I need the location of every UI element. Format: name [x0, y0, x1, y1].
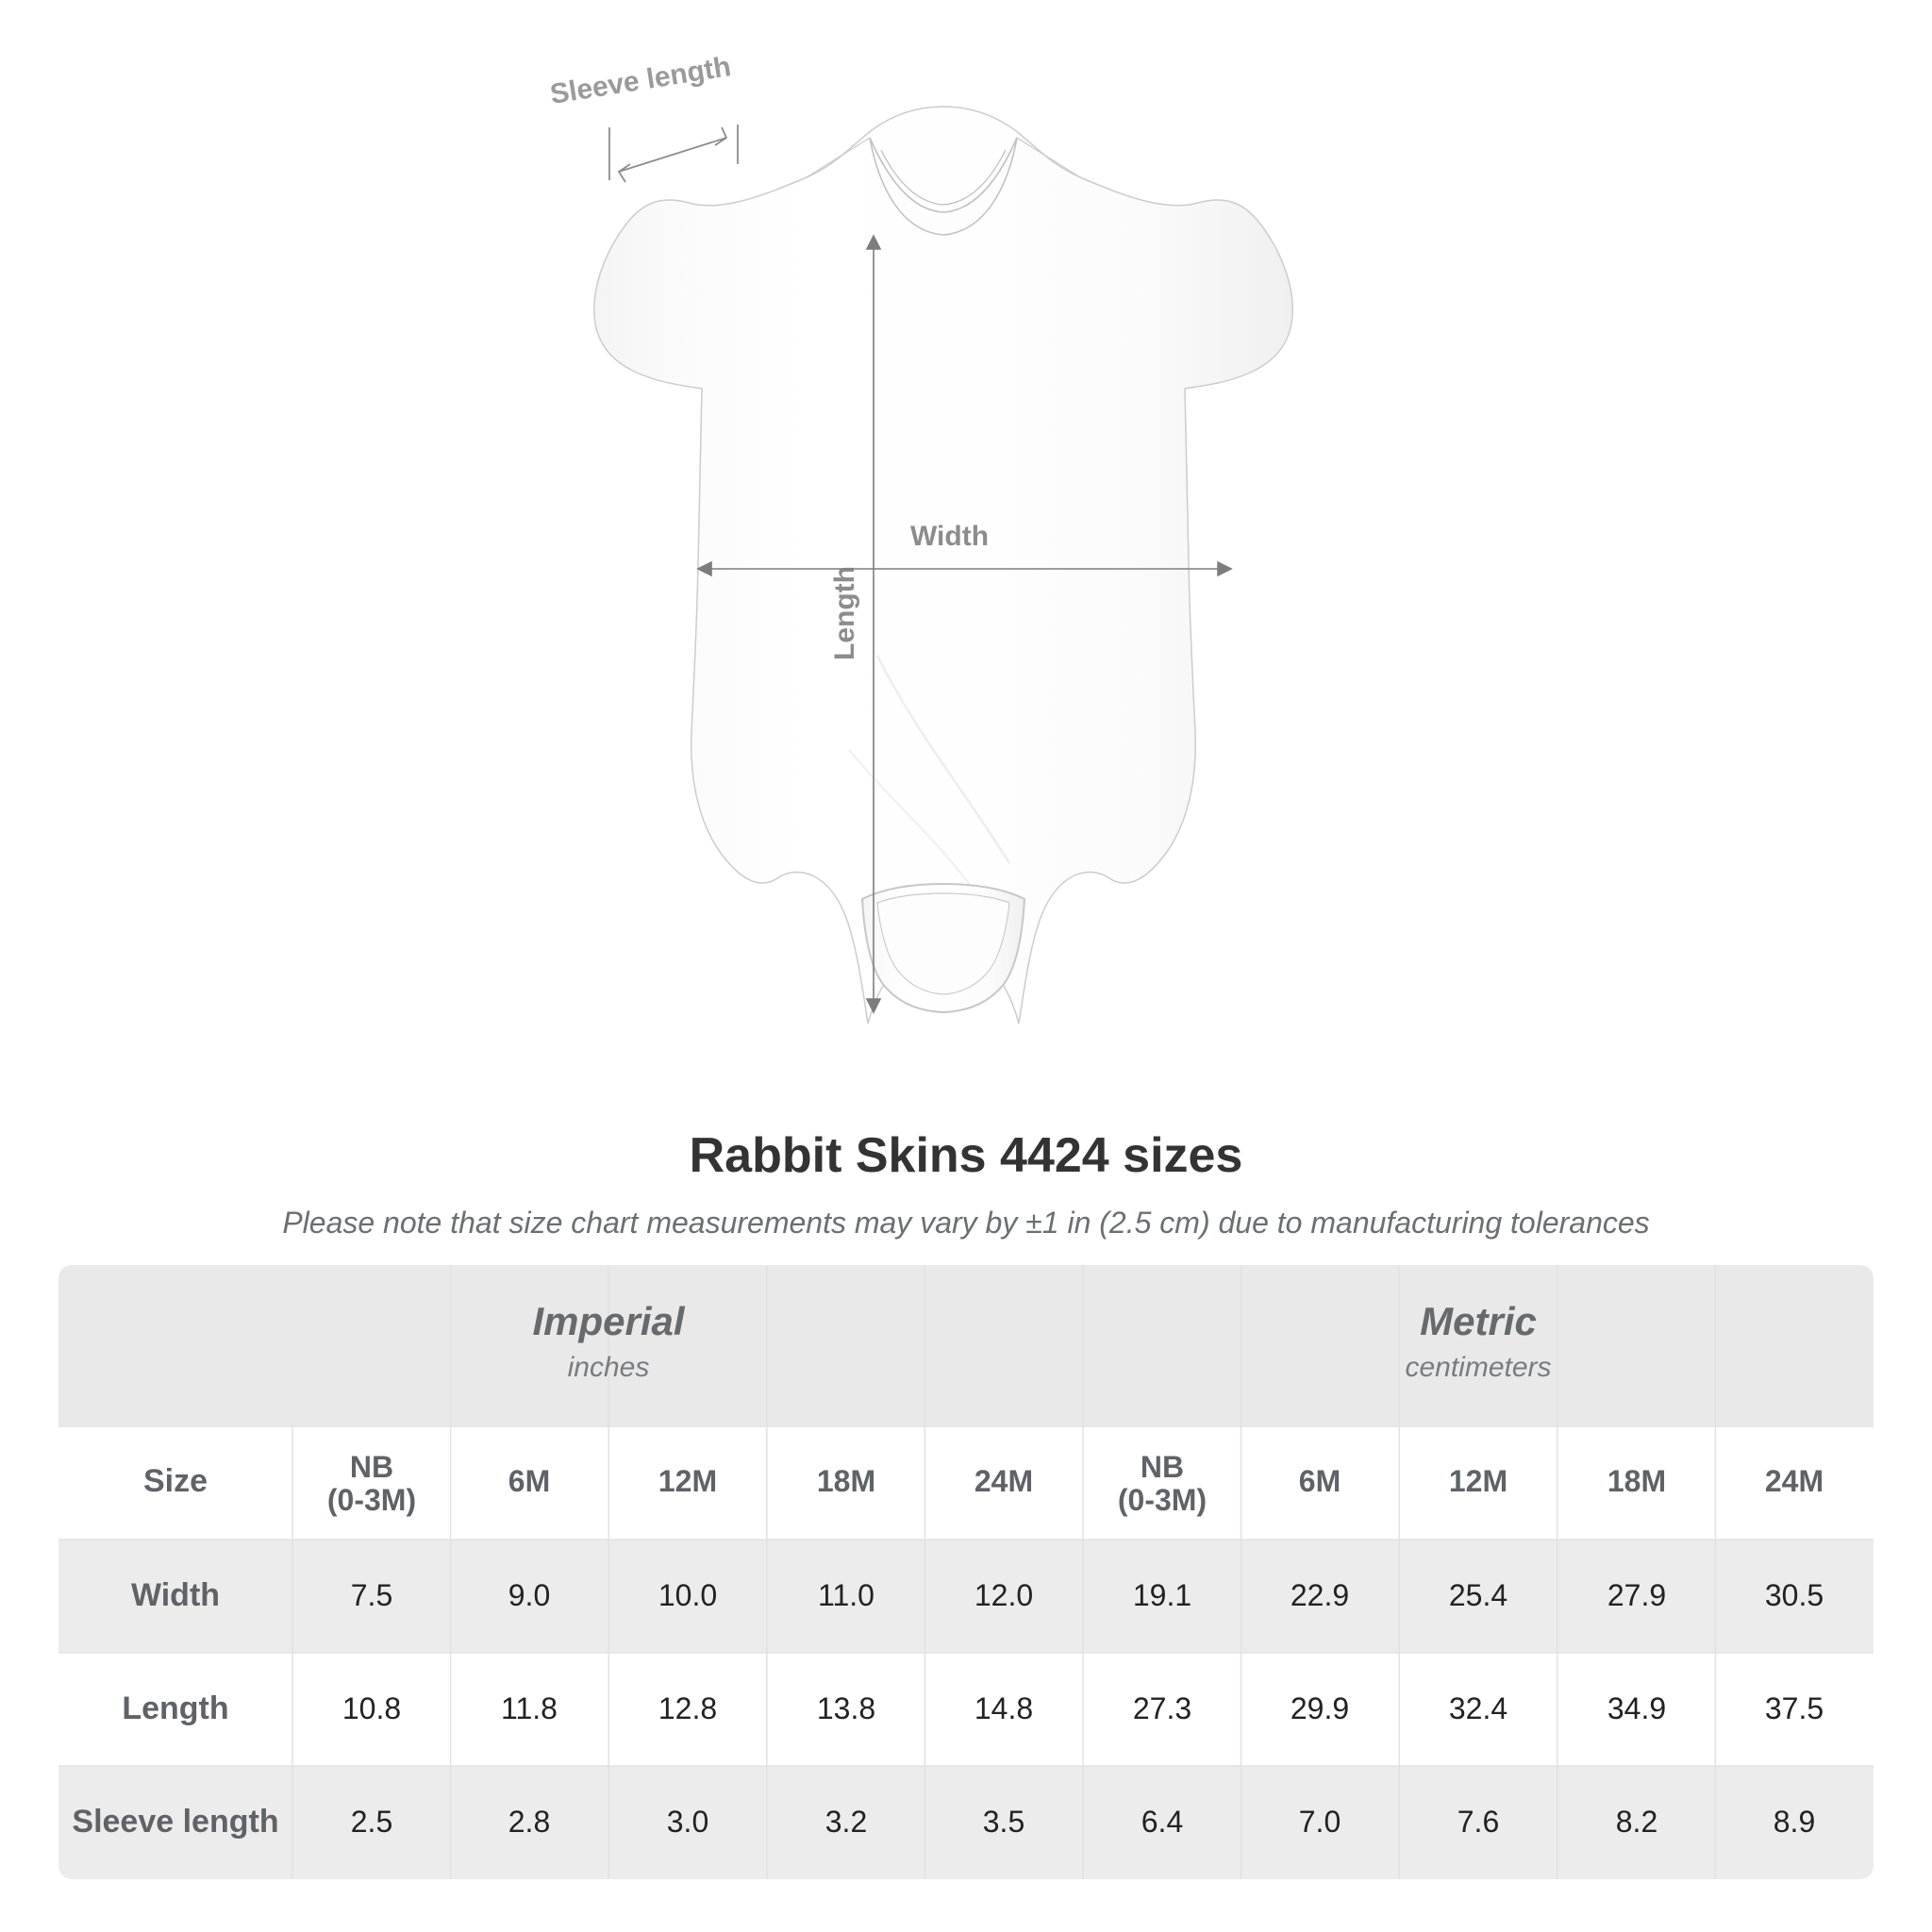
svg-text:9.0: 9.0 [508, 1578, 550, 1612]
svg-text:Sleeve length: Sleeve length [548, 51, 733, 110]
svg-text:Imperial: Imperial [532, 1299, 685, 1343]
svg-text:NB: NB [1141, 1450, 1184, 1484]
svg-text:22.9: 22.9 [1291, 1578, 1349, 1612]
svg-text:Width: Width [131, 1577, 220, 1613]
svg-text:Sleeve length: Sleeve length [72, 1804, 278, 1840]
svg-text:24M: 24M [974, 1464, 1033, 1498]
svg-text:Metric: Metric [1420, 1299, 1537, 1343]
svg-text:10.8: 10.8 [342, 1691, 401, 1725]
svg-text:7.5: 7.5 [351, 1578, 392, 1612]
svg-text:3.0: 3.0 [667, 1805, 708, 1839]
svg-text:3.5: 3.5 [983, 1805, 1024, 1839]
svg-text:inches: inches [568, 1352, 650, 1383]
svg-text:24M: 24M [1765, 1464, 1824, 1498]
svg-text:(0-3M): (0-3M) [327, 1483, 416, 1517]
svg-text:Length: Length [829, 566, 860, 660]
svg-text:6M: 6M [1299, 1464, 1341, 1498]
svg-text:18M: 18M [1607, 1464, 1666, 1498]
svg-text:NB: NB [350, 1450, 393, 1484]
svg-text:13.8: 13.8 [817, 1691, 875, 1725]
svg-text:(0-3M): (0-3M) [1118, 1483, 1207, 1517]
svg-text:Size: Size [143, 1463, 208, 1499]
svg-text:centimeters: centimeters [1405, 1352, 1551, 1383]
svg-text:Width: Width [910, 521, 989, 552]
svg-text:29.9: 29.9 [1291, 1691, 1349, 1725]
svg-text:Length: Length [122, 1690, 228, 1726]
svg-text:7.0: 7.0 [1299, 1805, 1341, 1839]
svg-text:6.4: 6.4 [1141, 1805, 1183, 1839]
svg-text:37.5: 37.5 [1765, 1691, 1824, 1725]
svg-text:2.8: 2.8 [508, 1805, 550, 1839]
svg-text:8.9: 8.9 [1774, 1805, 1815, 1839]
svg-text:6M: 6M [508, 1464, 550, 1498]
svg-text:2.5: 2.5 [351, 1805, 392, 1839]
svg-text:30.5: 30.5 [1765, 1578, 1824, 1612]
svg-text:27.3: 27.3 [1133, 1691, 1191, 1725]
svg-text:12M: 12M [658, 1464, 717, 1498]
svg-text:18M: 18M [817, 1464, 875, 1498]
svg-text:12.0: 12.0 [974, 1578, 1033, 1612]
svg-text:10.0: 10.0 [658, 1578, 717, 1612]
svg-text:19.1: 19.1 [1133, 1578, 1191, 1612]
svg-text:8.2: 8.2 [1616, 1805, 1657, 1839]
svg-text:3.2: 3.2 [825, 1805, 867, 1839]
svg-text:11.8: 11.8 [501, 1691, 558, 1725]
svg-text:27.9: 27.9 [1607, 1578, 1666, 1612]
svg-text:25.4: 25.4 [1449, 1578, 1507, 1612]
svg-text:12M: 12M [1449, 1464, 1507, 1498]
svg-text:11.0: 11.0 [818, 1578, 874, 1612]
svg-text:34.9: 34.9 [1607, 1691, 1666, 1725]
svg-text:7.6: 7.6 [1457, 1805, 1499, 1839]
svg-text:12.8: 12.8 [658, 1691, 717, 1725]
svg-text:14.8: 14.8 [974, 1691, 1033, 1725]
svg-text:32.4: 32.4 [1449, 1691, 1507, 1725]
